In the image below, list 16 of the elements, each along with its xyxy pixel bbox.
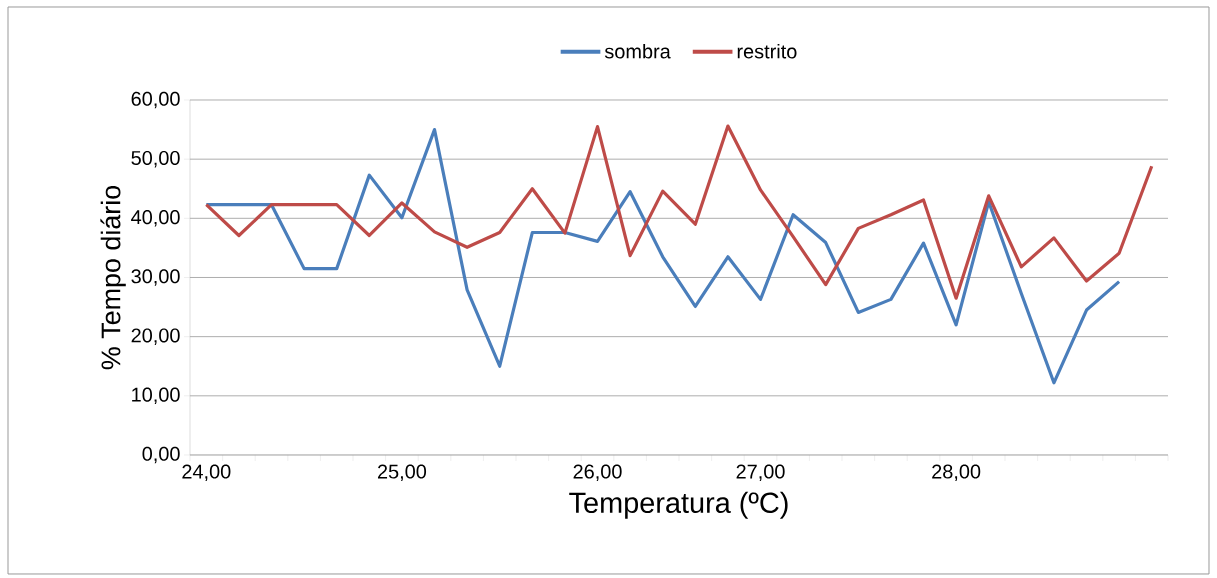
x-tick-label: 27,00 bbox=[736, 464, 785, 481]
y-tick-label: 60,00 bbox=[131, 91, 180, 109]
legend-label: sombra bbox=[604, 43, 671, 59]
x-tick-label: 25,00 bbox=[377, 464, 427, 481]
y-tick-label: 20,00 bbox=[131, 328, 180, 345]
y-tick-label: 50,00 bbox=[131, 150, 180, 168]
y-tick-label: 40,00 bbox=[131, 210, 180, 227]
y-tick-label: 0,00 bbox=[142, 446, 180, 464]
y-axis-title: % Tempo diário bbox=[100, 185, 126, 370]
legend-label: restrito bbox=[737, 43, 797, 59]
x-tick-label: 24,00 bbox=[182, 464, 231, 481]
y-tick-label: 10,00 bbox=[132, 387, 180, 405]
x-tick-label: 28,00 bbox=[932, 464, 981, 481]
y-tick-label: 30,00 bbox=[131, 269, 180, 286]
x-axis-title: Temperatura (ºC) bbox=[569, 491, 788, 519]
x-tick-label: 26,00 bbox=[573, 464, 622, 481]
